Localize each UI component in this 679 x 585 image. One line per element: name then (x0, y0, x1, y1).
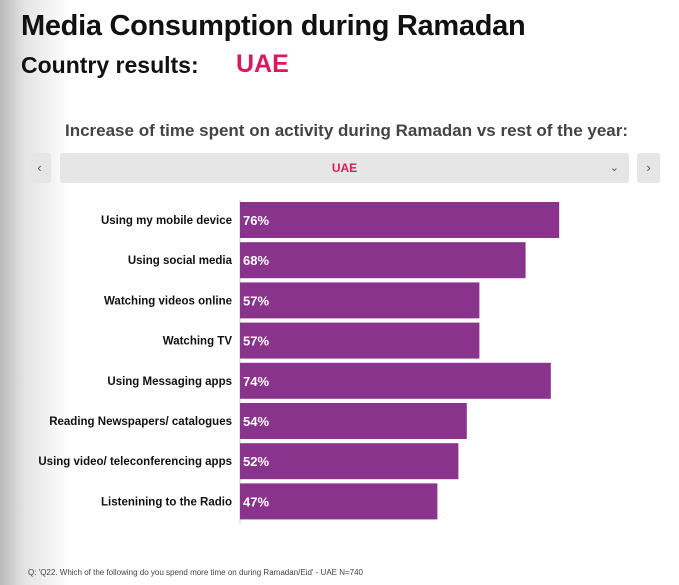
chevron-down-icon: ⌄ (609, 162, 619, 174)
data-label: 47% (243, 494, 269, 509)
category-label: Using my mobile device (101, 215, 232, 227)
bar (240, 483, 438, 520)
category-label: Watching TV (163, 336, 233, 348)
chevron-left-icon: ‹ (37, 160, 42, 175)
data-label: 68% (243, 253, 269, 268)
data-label: 57% (243, 334, 269, 349)
data-label: 76% (243, 213, 269, 228)
category-label: Watching videos online (104, 295, 232, 307)
bar (240, 282, 480, 319)
page-subtitle: Country results: (21, 52, 199, 78)
page-title: Media Consumption during Ramadan (21, 10, 526, 42)
category-label: Reading Newspapers/ catalogues (49, 416, 232, 428)
category-label: Using social media (128, 255, 233, 267)
next-country-button[interactable]: › (637, 153, 660, 183)
category-label: Using Messaging apps (107, 376, 232, 388)
country-label: UAE (236, 50, 289, 78)
data-label: 74% (243, 374, 269, 389)
bar (240, 362, 551, 399)
chevron-right-icon: › (646, 160, 651, 175)
bar (240, 242, 526, 279)
country-select-value: UAE (331, 161, 358, 175)
bar (240, 403, 467, 439)
data-label: 54% (243, 414, 269, 429)
category-label: Listenining to the Radio (101, 496, 232, 508)
bar-chart: Using my mobile device 76% Using social me… (38, 200, 560, 524)
footnote: Q: 'Q22. Which of the following do you s… (28, 568, 364, 577)
country-select[interactable]: UAE ⌄ (60, 153, 629, 183)
prev-country-button[interactable]: ‹ (28, 153, 51, 183)
left-edge-shadow (0, 0, 70, 585)
bar (240, 322, 480, 359)
bar (240, 443, 459, 480)
data-label: 52% (243, 454, 269, 469)
category-label: Using video/ teleconferencing apps (38, 456, 232, 468)
data-label: 57% (243, 293, 269, 308)
chart-question: Increase of time spent on activity durin… (64, 121, 629, 140)
bar (240, 202, 560, 238)
